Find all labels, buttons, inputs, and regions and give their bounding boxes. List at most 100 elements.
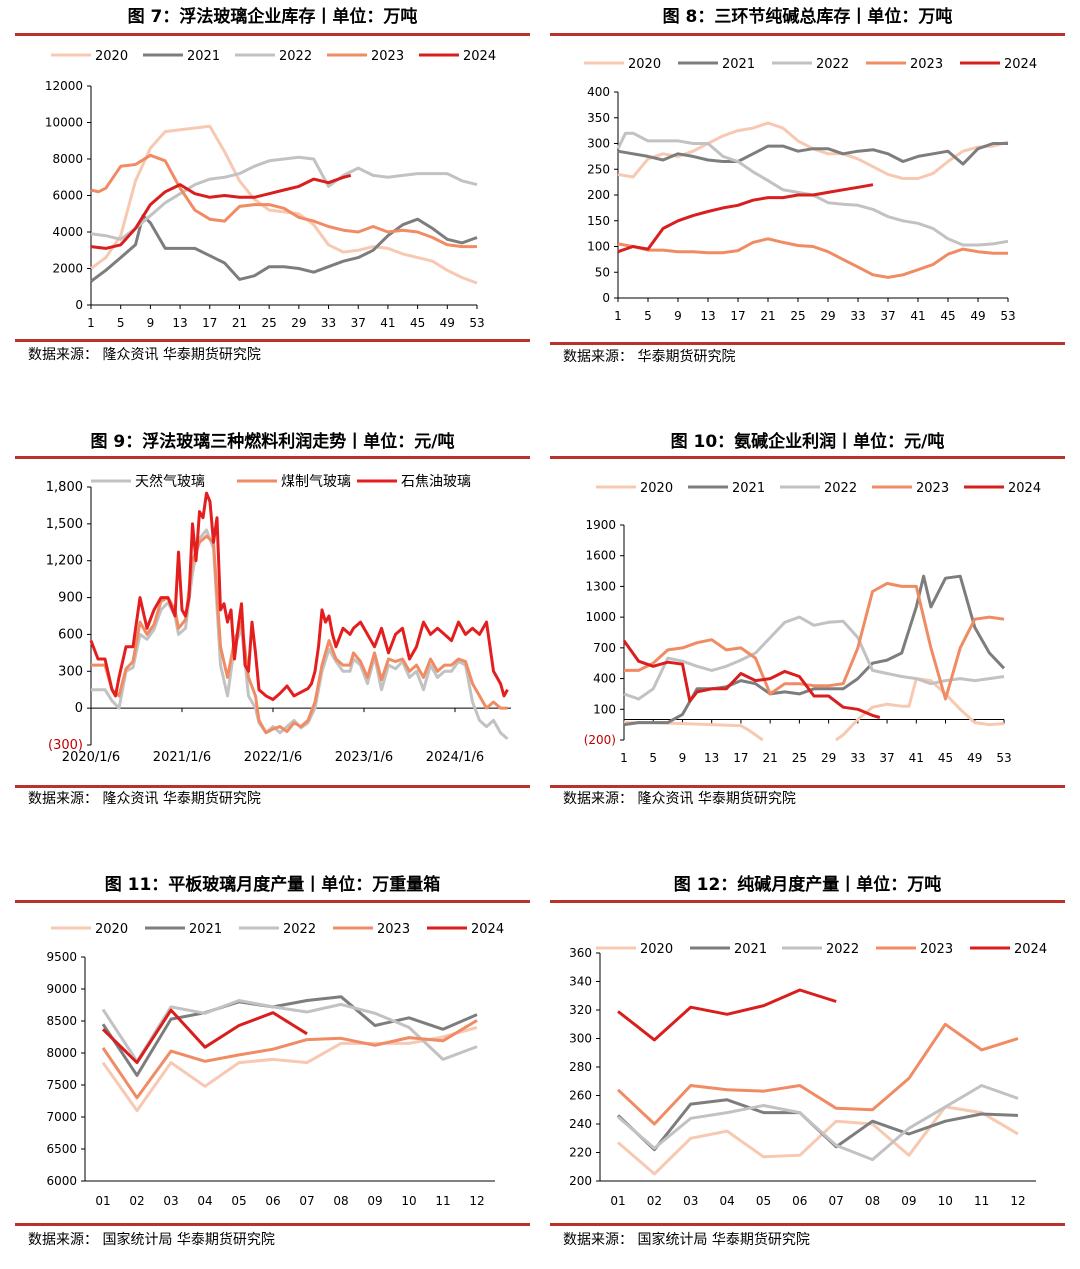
legend-label: 2020 bbox=[628, 57, 661, 72]
x-tick-label: 01 bbox=[95, 1194, 110, 1208]
chart-title: 图 11：平板玻璃月度产量丨单位：万重量箱 bbox=[104, 875, 441, 895]
y-tick-label: 240 bbox=[569, 1117, 592, 1131]
chart-title: 图 8：三环节纯碱总库存丨单位：万吨 bbox=[662, 7, 953, 27]
x-tick-label: 21 bbox=[763, 751, 778, 765]
series-line-2021 bbox=[617, 142, 1008, 166]
x-tick-label: 29 bbox=[820, 309, 835, 323]
x-tick-label: 45 bbox=[938, 751, 953, 765]
y-tick-label: 6000 bbox=[52, 189, 83, 203]
series-line-2021 bbox=[623, 574, 1006, 727]
series-line-2020 bbox=[617, 1105, 1019, 1176]
y-tick-label: 10000 bbox=[45, 116, 83, 130]
x-tick-label: 17 bbox=[730, 309, 745, 323]
y-tick-label: 50 bbox=[595, 265, 610, 279]
series-line-2024 bbox=[101, 1008, 308, 1065]
legend-label: 2023 bbox=[916, 481, 949, 496]
x-tick-label: 1 bbox=[614, 309, 622, 323]
series-line-2020b bbox=[835, 677, 1005, 742]
y-tick-label: 280 bbox=[569, 1060, 592, 1074]
series-line-2024 bbox=[617, 183, 874, 254]
x-tick-label: 9 bbox=[674, 309, 682, 323]
y-tick-label: 8500 bbox=[46, 1014, 77, 1028]
y-tick-label: 300 bbox=[569, 1032, 592, 1046]
source-rule bbox=[550, 785, 1065, 788]
series-line-2020 bbox=[624, 721, 764, 742]
series-line-2020 bbox=[90, 124, 478, 285]
legend-label: 2023 bbox=[910, 57, 943, 72]
x-tick-label: 5 bbox=[117, 316, 125, 330]
legend-label: 2022 bbox=[816, 57, 849, 72]
legend-label: 2020 bbox=[640, 942, 673, 957]
x-tick-label: 21 bbox=[760, 309, 775, 323]
panel-ammonia-soda-profit: 图 10：氨碱企业利润丨单位：元/吨 (200) 100 400 700 1000 130… bbox=[550, 425, 1065, 815]
x-tick-label: 09 bbox=[901, 1194, 916, 1208]
x-tick-label: 45 bbox=[410, 316, 425, 330]
source-note: 数据来源： 华泰期货研究院 bbox=[563, 349, 736, 365]
x-tick-label: 25 bbox=[790, 309, 805, 323]
x-tick-label: 53 bbox=[469, 316, 484, 330]
series-line-2024 bbox=[622, 639, 881, 719]
x-tick-label: 5 bbox=[649, 751, 657, 765]
x-tick-label: 29 bbox=[821, 751, 836, 765]
x-tick-label: 02 bbox=[129, 1194, 144, 1208]
x-tick-label: 11 bbox=[974, 1194, 989, 1208]
x-tick-label: 08 bbox=[333, 1194, 348, 1208]
chart-c12: 200 220 240 260 280 300 320 340 360 01 02 03 04 05 06 0… bbox=[569, 942, 1047, 1208]
y-tick-label: 300 bbox=[58, 664, 83, 679]
y-tick-label: 1,800 bbox=[46, 480, 83, 495]
x-tick-label: 02 bbox=[647, 1194, 662, 1208]
legend-label: 2021 bbox=[732, 481, 765, 496]
title-rule bbox=[550, 900, 1065, 903]
panel-glass-inventory: 图 7：浮法玻璃企业库存丨单位：万吨 0 2000 4000 6000 8000 1000… bbox=[15, 0, 530, 370]
x-tick-label: 10 bbox=[938, 1194, 953, 1208]
x-tick-label: 53 bbox=[1000, 309, 1015, 323]
series-line-2022 bbox=[90, 155, 478, 241]
x-tick-label: 45 bbox=[940, 309, 955, 323]
x-tick-label: 49 bbox=[970, 309, 985, 323]
series-line-2021 bbox=[101, 995, 478, 1077]
y-tick-label: 1000 bbox=[585, 610, 616, 624]
x-tick-label: 1 bbox=[87, 316, 95, 330]
source-rule bbox=[15, 785, 530, 788]
legend-label: 2022 bbox=[279, 49, 312, 64]
chart-c10: (200) 100 400 700 1000 1300 1600 1900 1 5 9 13 17 21 2… bbox=[584, 481, 1041, 765]
y-tick-label: 150 bbox=[587, 214, 610, 228]
source-note: 数据来源： 国家统计局 华泰期货研究院 bbox=[28, 1232, 275, 1248]
legend-label: 2020 bbox=[640, 481, 673, 496]
y-tick-label: 7000 bbox=[46, 1110, 77, 1124]
chart-title: 图 7：浮法玻璃企业库存丨单位：万吨 bbox=[127, 7, 418, 27]
legend-label: 石焦油玻璃 bbox=[401, 473, 471, 490]
series-line-石焦油玻璃 bbox=[89, 491, 509, 701]
y-tick-label: 360 bbox=[569, 946, 592, 960]
x-tick-label: 06 bbox=[265, 1194, 280, 1208]
x-tick-label: 41 bbox=[380, 316, 395, 330]
series-line-2023 bbox=[101, 1019, 478, 1100]
x-tick-label: 13 bbox=[700, 309, 715, 323]
x-tick-label: 9 bbox=[679, 751, 687, 765]
legend-label: 天然气玻璃 bbox=[135, 473, 205, 490]
x-tick-label: 13 bbox=[172, 316, 187, 330]
x-tick-label: 2021/1/6 bbox=[153, 750, 211, 765]
x-tick-label: 37 bbox=[351, 316, 366, 330]
x-tick-label: 41 bbox=[910, 309, 925, 323]
title-rule bbox=[550, 33, 1065, 36]
legend-label: 2020 bbox=[95, 49, 128, 64]
series-line-2023 bbox=[90, 153, 477, 249]
x-tick-label: 17 bbox=[733, 751, 748, 765]
y-tick-label: 250 bbox=[587, 162, 610, 176]
y-tick-label: 9000 bbox=[46, 982, 77, 996]
y-tick-label: 6500 bbox=[46, 1142, 77, 1156]
series-line-2020 bbox=[101, 1025, 478, 1113]
y-tick-label: 1900 bbox=[585, 518, 616, 532]
y-tick-label: 900 bbox=[58, 591, 83, 606]
series-line-2023 bbox=[624, 581, 1005, 701]
x-tick-label: 12 bbox=[469, 1194, 484, 1208]
x-tick-label: 10 bbox=[401, 1194, 416, 1208]
y-tick-label: 700 bbox=[593, 641, 616, 655]
legend-label: 2024 bbox=[1014, 942, 1047, 957]
legend-label: 2023 bbox=[371, 49, 404, 64]
y-tick-label: 200 bbox=[569, 1174, 592, 1188]
legend-label: 2024 bbox=[471, 922, 504, 937]
series-line-2023 bbox=[616, 1022, 1019, 1126]
series-line-2021 bbox=[616, 1098, 1019, 1152]
